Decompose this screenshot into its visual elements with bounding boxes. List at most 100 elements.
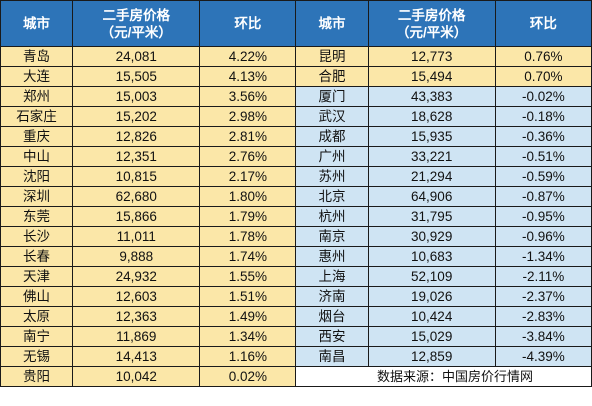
cell-city: 长春 (0, 246, 74, 267)
table-row: 南宁 11,869 1.34% 西安 15,029 -3.84% (0, 326, 592, 347)
cell-city: 厦门 (295, 86, 369, 107)
cell-price: 15,029 (367, 326, 496, 347)
table-row: 长沙 11,011 1.78% 南京 30,929 -0.96% (0, 226, 592, 247)
cell-mom: -0.87% (494, 186, 592, 207)
cell-price: 52,109 (367, 266, 496, 287)
cell-mom: 1.51% (199, 286, 297, 307)
cell-city: 成都 (295, 126, 369, 147)
table-row: 沈阳 10,815 2.17% 苏州 21,294 -0.59% (0, 166, 592, 187)
cell-city: 中山 (0, 146, 74, 167)
cell-mom: 0.76% (494, 46, 592, 67)
table-row: 贵阳 10,042 0.02% 数据来源：中国房价行情网 (0, 366, 592, 387)
cell-mom: 3.56% (199, 86, 297, 107)
cell-city: 昆明 (295, 46, 369, 67)
cell-price: 15,866 (72, 206, 201, 227)
cell-mom: 4.22% (199, 46, 297, 67)
cell-mom: 1.49% (199, 306, 297, 327)
cell-mom: 0.70% (494, 66, 592, 87)
cell-price: 15,505 (72, 66, 201, 87)
header-city-right: 城市 (295, 0, 369, 47)
cell-price: 12,363 (72, 306, 201, 327)
cell-price: 11,869 (72, 326, 201, 347)
cell-city: 石家庄 (0, 106, 74, 127)
table-row: 天津 24,932 1.55% 上海 52,109 -2.11% (0, 266, 592, 287)
header-price-unit: （元/平米） (396, 24, 468, 40)
cell-city: 太原 (0, 306, 74, 327)
cell-mom: -0.51% (494, 146, 592, 167)
cell-city: 重庆 (0, 126, 74, 147)
cell-city: 大连 (0, 66, 74, 87)
cell-price: 12,351 (72, 146, 201, 167)
cell-city: 南昌 (295, 346, 369, 367)
cell-price: 18,628 (367, 106, 496, 127)
cell-mom: 1.79% (199, 206, 297, 227)
header-row: 城市 二手房价格 （元/平米） 环比 城市 二手房价格 （元/平米） 环比 (0, 0, 592, 47)
table-row: 石家庄 15,202 2.98% 武汉 18,628 -0.18% (0, 106, 592, 127)
cell-price: 10,042 (72, 366, 201, 387)
header-price-title: 二手房价格 (102, 7, 170, 23)
cell-mom: -4.39% (494, 346, 592, 367)
table-row: 东莞 15,866 1.79% 杭州 31,795 -0.95% (0, 206, 592, 227)
table-row: 深圳 62,680 1.80% 北京 64,906 -0.87% (0, 186, 592, 207)
cell-mom: -3.84% (494, 326, 592, 347)
cell-mom: 1.80% (199, 186, 297, 207)
cell-city: 合肥 (295, 66, 369, 87)
table-row: 中山 12,351 2.76% 广州 33,221 -0.51% (0, 146, 592, 167)
cell-city: 济南 (295, 286, 369, 307)
cell-price: 10,683 (367, 246, 496, 267)
table-row: 青岛 24,081 4.22% 昆明 12,773 0.76% (0, 46, 592, 67)
cell-mom: -0.36% (494, 126, 592, 147)
cell-mom: 2.76% (199, 146, 297, 167)
cell-city: 惠州 (295, 246, 369, 267)
cell-mom: 1.16% (199, 346, 297, 367)
cell-price: 43,383 (367, 86, 496, 107)
cell-price: 31,795 (367, 206, 496, 227)
cell-mom: 1.55% (199, 266, 297, 287)
cell-price: 62,680 (72, 186, 201, 207)
cell-price: 21,294 (367, 166, 496, 187)
cell-price: 24,932 (72, 266, 201, 287)
cell-mom: 2.98% (199, 106, 297, 127)
cell-price: 12,773 (367, 46, 496, 67)
cell-city: 天津 (0, 266, 74, 287)
cell-price: 14,413 (72, 346, 201, 367)
cell-price: 10,424 (367, 306, 496, 327)
cell-price: 15,202 (72, 106, 201, 127)
cell-mom: -1.34% (494, 246, 592, 267)
cell-price: 19,026 (367, 286, 496, 307)
header-price-title: 二手房价格 (397, 7, 466, 23)
cell-price: 12,859 (367, 346, 496, 367)
cell-city: 郑州 (0, 86, 74, 107)
cell-city: 西安 (295, 326, 369, 347)
cell-mom: 0.02% (199, 366, 297, 387)
cell-mom: -0.02% (494, 86, 592, 107)
cell-price: 15,935 (367, 126, 496, 147)
source-note: 数据来源：中国房价行情网 (295, 366, 592, 387)
cell-city: 贵阳 (0, 366, 74, 387)
cell-mom: -0.95% (494, 206, 592, 227)
cell-city: 烟台 (295, 306, 369, 327)
cell-city: 沈阳 (0, 166, 74, 187)
cell-city: 北京 (295, 186, 369, 207)
cell-mom: -0.59% (494, 166, 592, 187)
cell-price: 15,003 (72, 86, 201, 107)
table-row: 无锡 14,413 1.16% 南昌 12,859 -4.39% (0, 346, 592, 367)
cell-price: 24,081 (72, 46, 201, 67)
cell-city: 苏州 (295, 166, 369, 187)
cell-mom: 2.81% (199, 126, 297, 147)
cell-mom: 1.34% (199, 326, 297, 347)
cell-city: 佛山 (0, 286, 74, 307)
cell-city: 南京 (295, 226, 369, 247)
cell-city: 青岛 (0, 46, 74, 67)
header-mom-right: 环比 (494, 0, 592, 47)
table-row: 佛山 12,603 1.51% 济南 19,026 -2.37% (0, 286, 592, 307)
cell-city: 上海 (295, 266, 369, 287)
cell-mom: 4.13% (199, 66, 297, 87)
table-row: 大连 15,505 4.13% 合肥 15,494 0.70% (0, 66, 592, 87)
cell-price: 12,826 (72, 126, 201, 147)
cell-mom: -0.96% (494, 226, 592, 247)
cell-city: 东莞 (0, 206, 74, 227)
cell-city: 杭州 (295, 206, 369, 227)
header-price-unit: （元/平米） (100, 24, 172, 40)
